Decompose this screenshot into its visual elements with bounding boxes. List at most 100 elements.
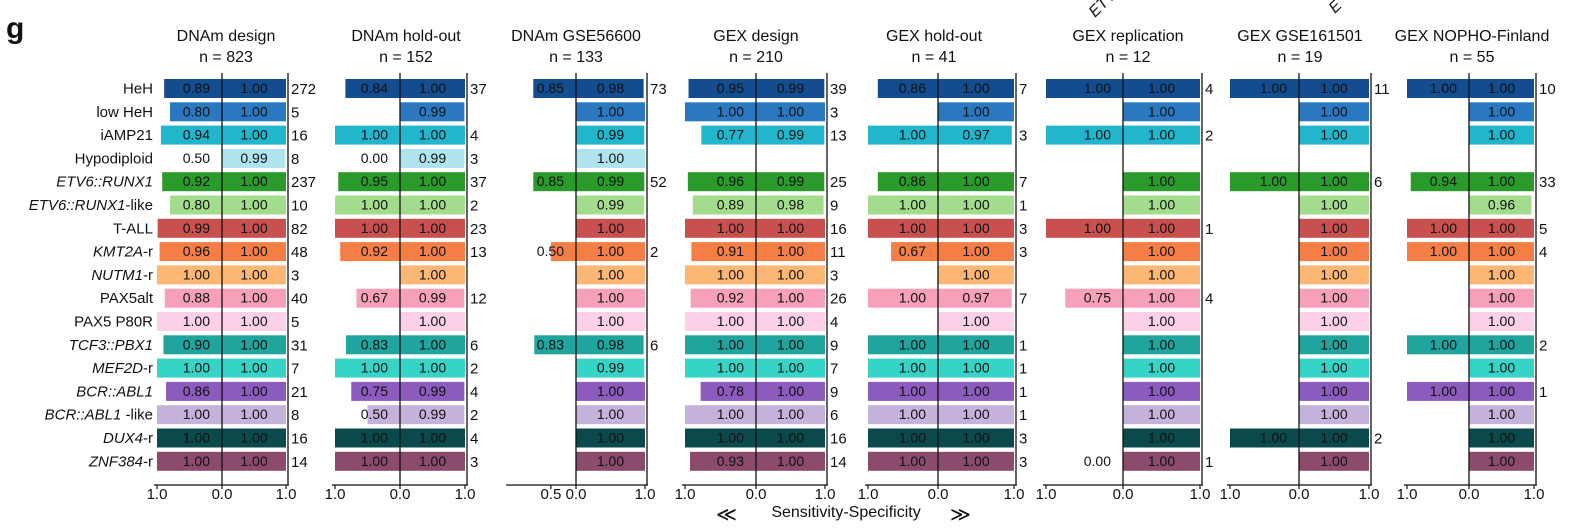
chart-panel: DNAm design n = 823 0.89 1.00 272 0.80 1.00 5 0.…: [147, 28, 316, 503]
specificity-label: 0.99: [240, 150, 267, 166]
specificity-bar: [400, 358, 465, 378]
specificity-bar: [1469, 381, 1534, 401]
specificity-bar: [1469, 312, 1534, 331]
specificity-label: 1.00: [419, 243, 446, 259]
corner-fragment-e: E: [1326, 0, 1346, 17]
category-label-gene: ZNF384: [88, 453, 143, 470]
x-tick-label: 1.0: [147, 486, 168, 503]
sensitivity-label: 1.00: [361, 453, 388, 469]
sample-count: 3: [830, 267, 838, 284]
sensitivity-bar: [533, 172, 576, 192]
chart-panel: GEX NOPHO-Finland n = 55 1.00 1.00 10 1.00 1.0…: [1395, 28, 1556, 503]
specificity-bar: [576, 451, 645, 471]
corner-fragment-etv: ETV: [1086, 0, 1121, 21]
panel-n-label: n = 55: [1450, 49, 1495, 66]
specificity-label: 1.00: [1320, 80, 1347, 96]
sensitivity-label: 1.00: [361, 430, 388, 446]
category-label: KMT2A-r: [93, 244, 153, 261]
specificity-label: 1.00: [240, 360, 267, 376]
sensitivity-bar: [356, 288, 400, 308]
specificity-bar: [1123, 218, 1200, 238]
sensitivity-bar: [1230, 172, 1299, 192]
sample-count: 6: [830, 407, 838, 424]
specificity-label: 1.00: [419, 80, 446, 96]
sensitivity-bar: [685, 335, 756, 355]
sensitivity-label: 0.77: [717, 127, 744, 143]
sensitivity-label: 1.00: [361, 220, 388, 236]
sensitivity-label: 1.00: [1430, 80, 1457, 96]
sensitivity-bar: [868, 451, 938, 471]
sensitivity-label: 1.00: [899, 453, 926, 469]
sensitivity-bar: [160, 125, 222, 145]
sensitivity-bar: [335, 451, 400, 471]
sensitivity-bar: [335, 125, 400, 145]
specificity-bar: [1299, 405, 1369, 425]
sample-count: 16: [291, 128, 308, 145]
panel-title: GEX design: [713, 28, 798, 45]
specificity-bar: [400, 195, 465, 215]
sample-count: 7: [1019, 174, 1027, 191]
specificity-label: 1.00: [1488, 406, 1515, 422]
specificity-bar: [938, 172, 1014, 192]
sample-count: 2: [1205, 128, 1213, 145]
sensitivity-bar: [691, 242, 756, 262]
category-label: BCR::ABL1 -like: [45, 407, 153, 424]
sensitivity-bar: [868, 195, 938, 215]
sensitivity-label: 0.93: [717, 453, 744, 469]
sensitivity-label: 0.89: [183, 80, 210, 96]
specificity-label: 1.00: [1148, 173, 1175, 189]
specificity-bar: [222, 265, 286, 285]
category-label: PAX5alt: [100, 290, 154, 307]
sensitivity-bar: [689, 451, 756, 471]
x-tick-label: 1.0: [858, 486, 879, 503]
sensitivity-bar: [163, 335, 222, 355]
sensitivity-label: 0.85: [537, 173, 564, 189]
specificity-bar: [1123, 451, 1200, 471]
sample-count: 237: [291, 174, 316, 191]
specificity-label: 1.00: [1488, 220, 1515, 236]
sensitivity-label: 1.00: [361, 197, 388, 213]
specificity-bar: [576, 125, 645, 145]
specificity-label: 1.00: [597, 266, 624, 282]
sensitivity-bar: [157, 358, 222, 378]
specificity-label: 1.00: [1488, 383, 1515, 399]
sample-count: 9: [830, 337, 838, 354]
specificity-label: 1.00: [1320, 406, 1347, 422]
sensitivity-label: 0.85: [537, 80, 564, 96]
sensitivity-bar: [685, 265, 756, 285]
sensitivity-label: 1.00: [1260, 430, 1287, 446]
sample-count: 1: [1019, 198, 1027, 215]
specificity-label: 1.00: [777, 290, 804, 306]
specificity-label: 1.00: [962, 103, 989, 119]
sensitivity-bar: [1407, 335, 1469, 355]
panel-title: DNAm GSE56600: [511, 28, 641, 45]
sensitivity-label: 1.00: [183, 430, 210, 446]
specificity-label: 1.00: [1320, 266, 1347, 282]
specificity-label: 1.00: [777, 360, 804, 376]
specificity-label: 1.00: [777, 243, 804, 259]
sample-count: 23: [470, 221, 487, 238]
specificity-label: 0.99: [419, 150, 446, 166]
sensitivity-label: 0.75: [361, 383, 388, 399]
specificity-label: 1.00: [1320, 243, 1347, 259]
specificity-label: 1.00: [962, 453, 989, 469]
specificity-label: 1.00: [597, 430, 624, 446]
specificity-label: 1.00: [1148, 430, 1175, 446]
specificity-bar: [1123, 381, 1200, 401]
sample-count: 14: [830, 454, 847, 471]
specificity-label: 1.00: [962, 360, 989, 376]
specificity-bar: [1123, 358, 1200, 378]
specificity-bar: [400, 125, 465, 145]
specificity-bar: [576, 265, 645, 285]
specificity-label: 1.00: [1488, 313, 1515, 329]
sample-count: 9: [830, 384, 838, 401]
specificity-bar: [400, 335, 465, 355]
specificity-bar: [576, 405, 645, 425]
sample-count: 7: [1019, 291, 1027, 308]
specificity-bar: [400, 451, 465, 471]
specificity-label: 0.99: [419, 406, 446, 422]
specificity-label: 1.00: [597, 103, 624, 119]
sensitivity-label: 1.00: [1084, 220, 1111, 236]
sample-count: 4: [830, 314, 838, 331]
